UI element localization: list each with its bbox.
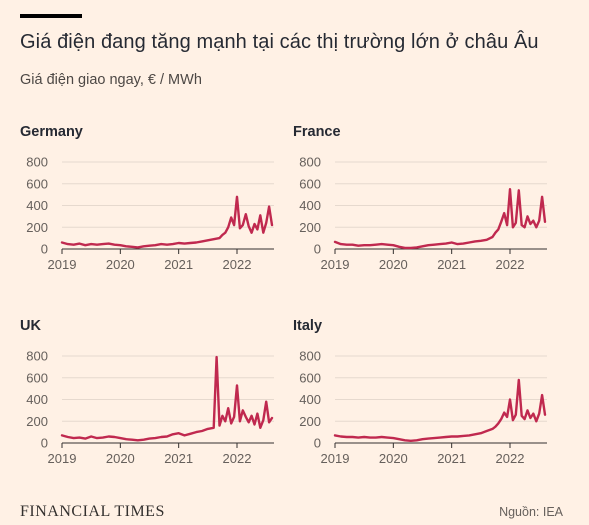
uk-xtick-2021: 2021 <box>164 451 193 466</box>
uk-series-line <box>60 355 274 442</box>
france-xtick-2021: 2021 <box>437 257 466 272</box>
germany-xtick-2019: 2019 <box>48 257 77 272</box>
france-ytick-0: 0 <box>314 242 321 257</box>
france-series-line <box>333 187 547 250</box>
italy-xtick-2022: 2022 <box>496 451 525 466</box>
germany-xtick-2021: 2021 <box>164 257 193 272</box>
uk-ytick-200: 200 <box>26 414 48 429</box>
uk-ytick-0: 0 <box>41 436 48 451</box>
italy-ytick-0: 0 <box>314 436 321 451</box>
italy-series-line <box>333 378 547 442</box>
germany-ytick-600: 600 <box>26 176 48 191</box>
uk-ytick-600: 600 <box>26 370 48 385</box>
panel-title-italy: Italy <box>293 318 323 334</box>
germany-series-line <box>60 195 274 249</box>
uk-ytick-400: 400 <box>26 392 48 407</box>
uk-xtick-2022: 2022 <box>223 451 252 466</box>
top-rule <box>20 14 82 18</box>
france-xtick-2022: 2022 <box>496 257 525 272</box>
italy-ytick-200: 200 <box>299 414 321 429</box>
italy-xtick-2021: 2021 <box>437 451 466 466</box>
italy-ytick-800: 800 <box>299 349 321 364</box>
panel-title-france: France <box>293 124 341 140</box>
germany-ytick-0: 0 <box>41 242 48 257</box>
france-ytick-800: 800 <box>299 155 321 170</box>
uk-xtick-2020: 2020 <box>106 451 135 466</box>
germany-ytick-200: 200 <box>26 220 48 235</box>
germany-xtick-2022: 2022 <box>223 257 252 272</box>
chart-title: Giá điện đang tăng mạnh tại các thị trườ… <box>20 31 539 53</box>
france-ytick-600: 600 <box>299 176 321 191</box>
panel-title-uk: UK <box>20 318 41 334</box>
germany-xtick-2020: 2020 <box>106 257 135 272</box>
source-note: Nguồn: IEA <box>499 505 563 519</box>
france-xtick-2020: 2020 <box>379 257 408 272</box>
chart-subtitle: Giá điện giao ngay, € / MWh <box>20 72 202 88</box>
uk-xtick-2019: 2019 <box>48 451 77 466</box>
italy-xtick-2019: 2019 <box>321 451 350 466</box>
ft-logo: FINANCIAL TIMES <box>20 503 165 520</box>
uk-ytick-800: 800 <box>26 349 48 364</box>
italy-ytick-600: 600 <box>299 370 321 385</box>
panel-title-germany: Germany <box>20 124 83 140</box>
france-ytick-200: 200 <box>299 220 321 235</box>
germany-ytick-400: 400 <box>26 198 48 213</box>
germany-ytick-800: 800 <box>26 155 48 170</box>
italy-xtick-2020: 2020 <box>379 451 408 466</box>
france-ytick-400: 400 <box>299 198 321 213</box>
france-xtick-2019: 2019 <box>321 257 350 272</box>
italy-ytick-400: 400 <box>299 392 321 407</box>
